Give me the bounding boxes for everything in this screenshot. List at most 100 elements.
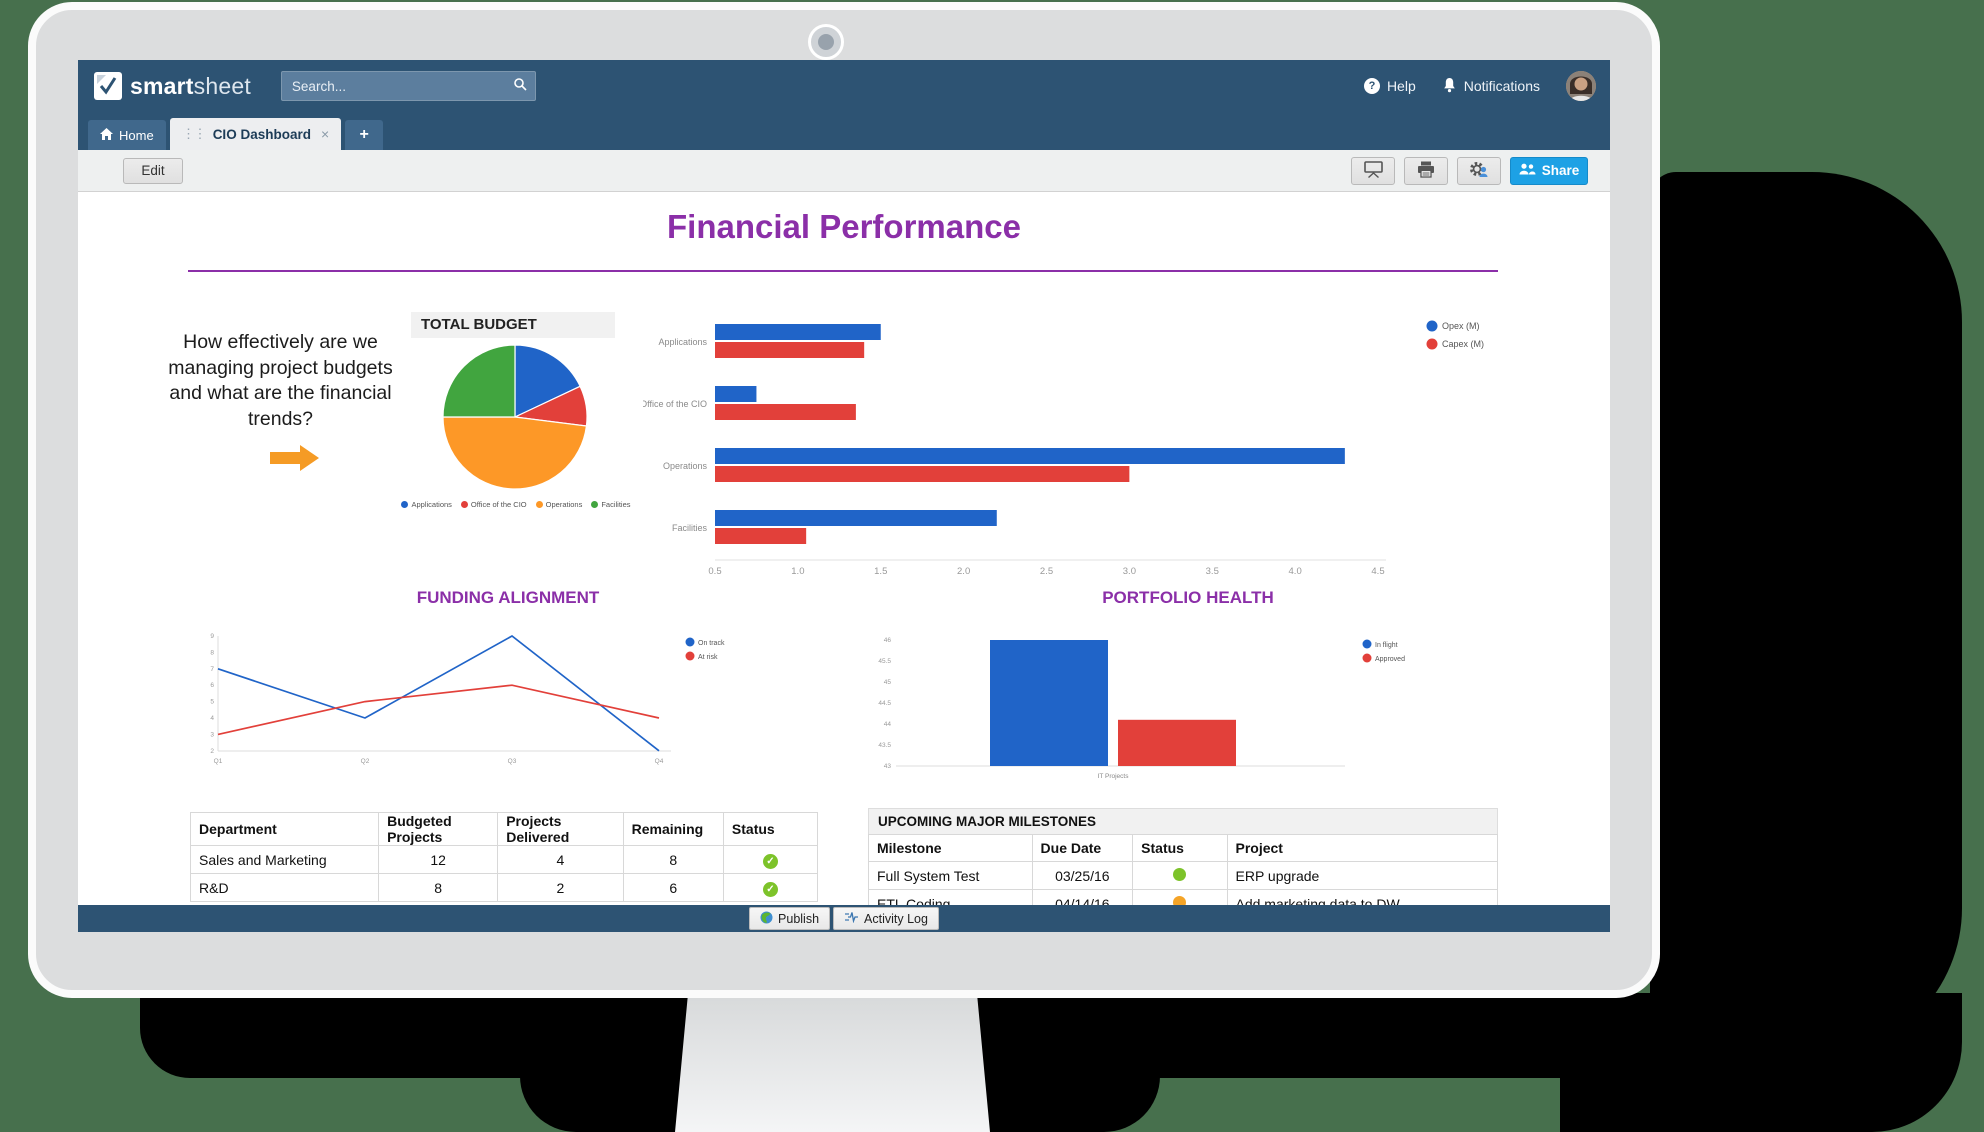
status-ok-icon	[762, 881, 778, 897]
col-project: Project	[1226, 834, 1498, 862]
home-icon	[100, 127, 113, 143]
help-menu[interactable]: ? Help	[1363, 78, 1416, 94]
svg-text:3.5: 3.5	[1206, 566, 1219, 577]
svg-text:45: 45	[884, 679, 892, 686]
table-row: Full System Test 03/25/16 ERP upgrade	[868, 861, 1498, 890]
svg-text:In flight: In flight	[1375, 642, 1398, 649]
status-amber-dot	[1173, 895, 1187, 905]
portfolio-health-column-chart: 43 43.5 44 44.5 45 45.5 46 In flight Approved IT …	[878, 637, 1405, 780]
milestones-panel: UPCOMING MAJOR MILESTONES Milestone Due …	[868, 808, 1498, 905]
orange-arrow-icon	[270, 444, 320, 477]
tab-drag-handle-icon[interactable]: ⋮⋮	[181, 126, 207, 141]
settings-button[interactable]	[1457, 156, 1501, 185]
col-budgeted: Budgeted Projects	[378, 812, 499, 846]
svg-text:45.5: 45.5	[878, 658, 891, 665]
bell-icon	[1442, 77, 1457, 96]
col-status: Status	[722, 812, 819, 846]
svg-text:6: 6	[210, 682, 214, 689]
legend-item: Office of the CIO	[460, 500, 527, 509]
activity-log-button[interactable]: Activity Log	[833, 907, 939, 930]
svg-text:2.0: 2.0	[957, 566, 970, 577]
svg-text:9: 9	[210, 633, 214, 640]
screen: smartsheet ? Help	[78, 60, 1610, 932]
table-row: Sales and Marketing 12 4 8	[189, 845, 819, 874]
svg-text:Q1: Q1	[214, 758, 223, 765]
portfolio-health-title: PORTFOLIO HEALTH	[1102, 588, 1274, 607]
svg-text:IT Projects: IT Projects	[1098, 773, 1130, 780]
tab-close-icon[interactable]: ×	[320, 126, 330, 142]
table-row: ETL Coding 04/14/16 Add marketing data t…	[868, 889, 1498, 905]
svg-text:Q2: Q2	[361, 758, 370, 765]
funding-alignment-title: FUNDING ALIGNMENT	[416, 588, 600, 607]
pie-chart-header: TOTAL BUDGET	[411, 312, 615, 338]
table-header-row: Department Budgeted Projects Projects De…	[189, 812, 819, 846]
monitor-frame: smartsheet ? Help	[28, 2, 1660, 998]
edit-button[interactable]: Edit	[123, 157, 183, 184]
funding-alignment-line-chart: 2 3 4 5 6 7 8 9 Q1 Q2 Q3 Q4 On track At risk	[210, 633, 725, 765]
question-text: How effectively are we managing project …	[168, 331, 393, 431]
svg-text:Q3: Q3	[508, 758, 517, 765]
table-header-row: Milestone Due Date Status Project	[868, 834, 1498, 862]
svg-text:1.5: 1.5	[874, 566, 887, 577]
status-ok-icon	[762, 853, 778, 869]
print-button[interactable]	[1404, 156, 1448, 185]
svg-text:3: 3	[210, 731, 214, 738]
svg-text:2: 2	[210, 748, 214, 755]
add-tab-button[interactable]: +	[345, 120, 384, 150]
fullscreen-button[interactable]	[1351, 156, 1395, 185]
col-department: Department	[189, 812, 380, 846]
svg-text:Approved: Approved	[1375, 656, 1405, 663]
search-input[interactable]	[289, 77, 513, 95]
smartsheet-wordmark: smartsheet	[130, 72, 251, 99]
departments-table: Department Budgeted Projects Projects De…	[189, 812, 819, 902]
svg-text:Office of the CIO: Office of the CIO	[643, 399, 707, 409]
search-icon	[513, 77, 527, 96]
help-icon: ?	[1363, 78, 1380, 94]
dashboard-content: Financial Performance How effectively ar…	[78, 192, 1610, 905]
legend-item: Operations	[535, 500, 582, 509]
col-ms-status: Status	[1132, 834, 1228, 862]
svg-text:4.0: 4.0	[1289, 566, 1302, 577]
search-box[interactable]	[280, 71, 536, 101]
tab-home[interactable]: Home	[88, 120, 166, 150]
legend-item: Applications	[401, 500, 452, 509]
svg-text:Operations: Operations	[663, 461, 708, 471]
svg-text:On track: On track	[698, 640, 725, 647]
share-button[interactable]: Share	[1510, 156, 1588, 185]
activity-pulse-icon	[844, 911, 859, 926]
svg-text:0.5: 0.5	[708, 566, 721, 577]
col-milestone: Milestone	[868, 834, 1033, 862]
share-people-icon	[1519, 163, 1536, 178]
tab-cio-dashboard[interactable]: ⋮⋮ CIO Dashboard ×	[169, 118, 342, 150]
svg-text:Applications: Applications	[658, 337, 707, 347]
user-avatar[interactable]	[1566, 71, 1596, 101]
publish-button[interactable]: Publish	[749, 907, 831, 930]
bottom-bar: Publish Activity Log	[78, 905, 1610, 932]
printer-icon	[1417, 161, 1435, 181]
svg-text:At risk: At risk	[698, 654, 718, 661]
col-remaining: Remaining	[622, 812, 724, 846]
col-due-date: Due Date	[1031, 834, 1134, 862]
svg-text:3.0: 3.0	[1123, 566, 1136, 577]
svg-text:4.5: 4.5	[1371, 566, 1384, 577]
svg-text:Opex (M): Opex (M)	[1442, 321, 1480, 331]
svg-text:4: 4	[210, 715, 214, 722]
svg-text:8: 8	[210, 649, 214, 656]
svg-text:7: 7	[210, 666, 214, 673]
milestones-title: UPCOMING MAJOR MILESTONES	[868, 808, 1498, 834]
total-budget-pie-chart	[442, 344, 588, 490]
svg-text:Facilities: Facilities	[672, 523, 708, 533]
globe-icon	[760, 911, 773, 927]
tab-bar: Home ⋮⋮ CIO Dashboard × +	[78, 112, 1610, 150]
milestones-table: Milestone Due Date Status Project Full S…	[868, 834, 1498, 905]
monitor-shadow-right	[1650, 172, 1962, 1058]
col-delivered: Projects Delivered	[497, 812, 624, 846]
smartsheet-logo-icon	[94, 72, 122, 100]
svg-text:46: 46	[884, 637, 892, 644]
svg-text:43: 43	[884, 763, 892, 770]
camera-dot	[808, 24, 844, 60]
legend-item: Facilities	[591, 500, 631, 509]
svg-text:2.5: 2.5	[1040, 566, 1053, 577]
notifications-menu[interactable]: Notifications	[1442, 77, 1540, 96]
